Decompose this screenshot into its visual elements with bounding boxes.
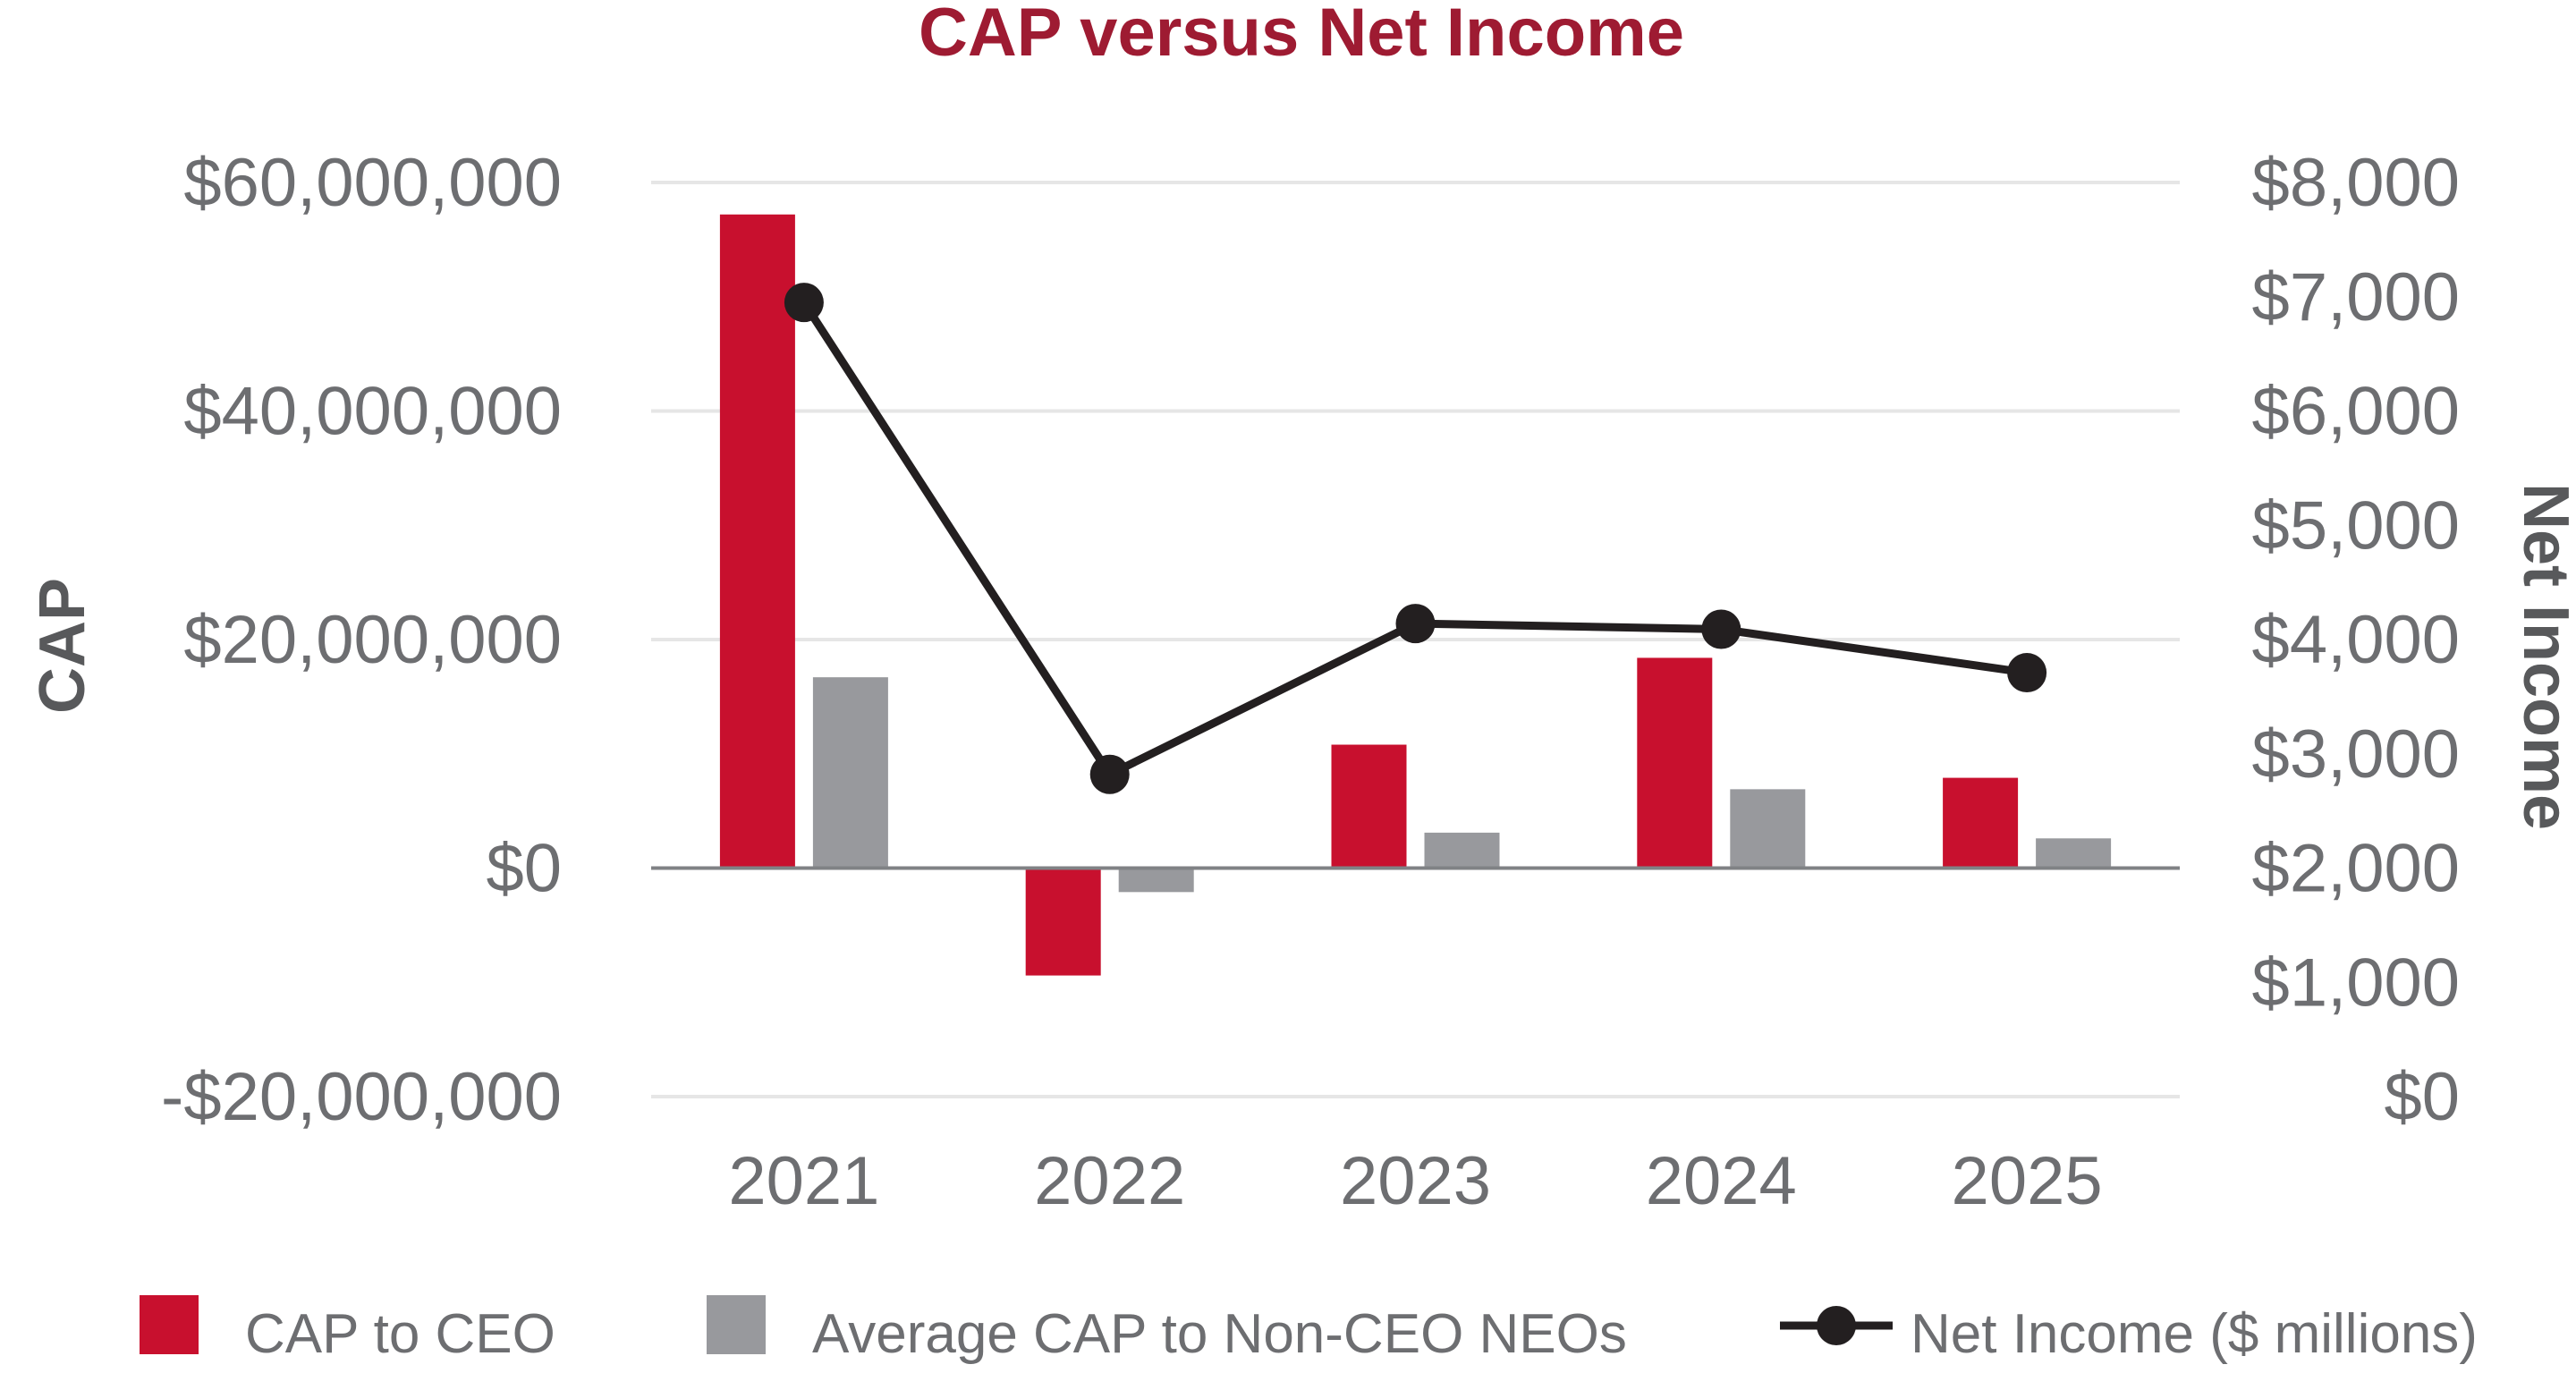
net-income-point-2021 <box>784 283 824 323</box>
x-tick-label-2022: 2022 <box>1034 1143 1185 1219</box>
bar-cap-neo-2025 <box>2036 838 2112 869</box>
right-tick-label: $0 <box>2384 1059 2460 1135</box>
legend-swatch-cap-ceo <box>140 1295 199 1354</box>
net-income-point-2025 <box>2007 653 2047 693</box>
net-income-point-2023 <box>1395 604 1436 644</box>
legend-label-cap-ceo: CAP to CEO <box>245 1303 555 1365</box>
right-tick-label: $6,000 <box>2252 374 2460 450</box>
bar-cap-ceo-2024 <box>1637 657 1713 869</box>
right-axis-title: Net Income <box>2510 483 2576 830</box>
x-tick-label-2021: 2021 <box>728 1143 879 1219</box>
left-tick-label: $60,000,000 <box>183 145 562 221</box>
bar-cap-neo-2021 <box>812 677 888 869</box>
right-tick-label: $4,000 <box>2252 602 2460 678</box>
x-axis-ticks: 2021 2022 2023 2024 2025 <box>728 1143 2102 1219</box>
legend-swatch-net-income-marker <box>1817 1306 1856 1345</box>
bar-cap-neo-2024 <box>1730 789 1806 869</box>
right-tick-label: $1,000 <box>2252 945 2460 1021</box>
bar-cap-ceo-2023 <box>1331 744 1407 869</box>
bar-cap-neo-2023 <box>1424 832 1500 869</box>
left-tick-label: $20,000,000 <box>183 602 562 678</box>
legend: CAP to CEO Average CAP to Non-CEO NEOs Net… <box>140 1295 2478 1365</box>
bar-cap-ceo-2025 <box>1943 777 2019 869</box>
x-tick-label-2023: 2023 <box>1340 1143 1491 1219</box>
left-tick-label: $40,000,000 <box>183 374 562 450</box>
x-tick-label-2024: 2024 <box>1646 1143 1797 1219</box>
bars <box>719 214 2112 976</box>
left-axis-title: CAP <box>27 578 98 714</box>
legend-swatch-cap-neo <box>707 1295 766 1354</box>
right-tick-label: $5,000 <box>2252 487 2460 564</box>
net-income-point-2024 <box>1701 609 1741 649</box>
right-tick-label: $7,000 <box>2252 259 2460 335</box>
legend-label-net-income: Net Income ($ millions) <box>1911 1303 2478 1365</box>
bar-cap-ceo-2022 <box>1025 868 1101 976</box>
net-income-path <box>801 300 2028 779</box>
chart-title: CAP versus Net Income <box>919 0 1684 71</box>
bar-cap-ceo-2021 <box>719 214 795 869</box>
left-tick-label: $0 <box>486 831 562 907</box>
right-tick-label: $2,000 <box>2252 831 2460 907</box>
net-income-line <box>784 283 2047 794</box>
x-tick-label-2025: 2025 <box>1952 1143 2103 1219</box>
right-tick-label: $8,000 <box>2252 145 2460 221</box>
bar-cap-neo-2022 <box>1118 868 1194 893</box>
legend-label-cap-neo: Average CAP to Non-CEO NEOs <box>812 1303 1627 1365</box>
left-tick-label: -$20,000,000 <box>161 1059 562 1135</box>
net-income-point-2022 <box>1089 754 1130 794</box>
right-tick-label: $3,000 <box>2252 716 2460 792</box>
right-axis-ticks: $8,000 $7,000 $6,000 $5,000 $4,000 $3,000 $2,0… <box>2252 145 2460 1135</box>
left-axis-ticks: $60,000,000 $40,000,000 $20,000,000 $0 -$20,… <box>161 145 562 1135</box>
